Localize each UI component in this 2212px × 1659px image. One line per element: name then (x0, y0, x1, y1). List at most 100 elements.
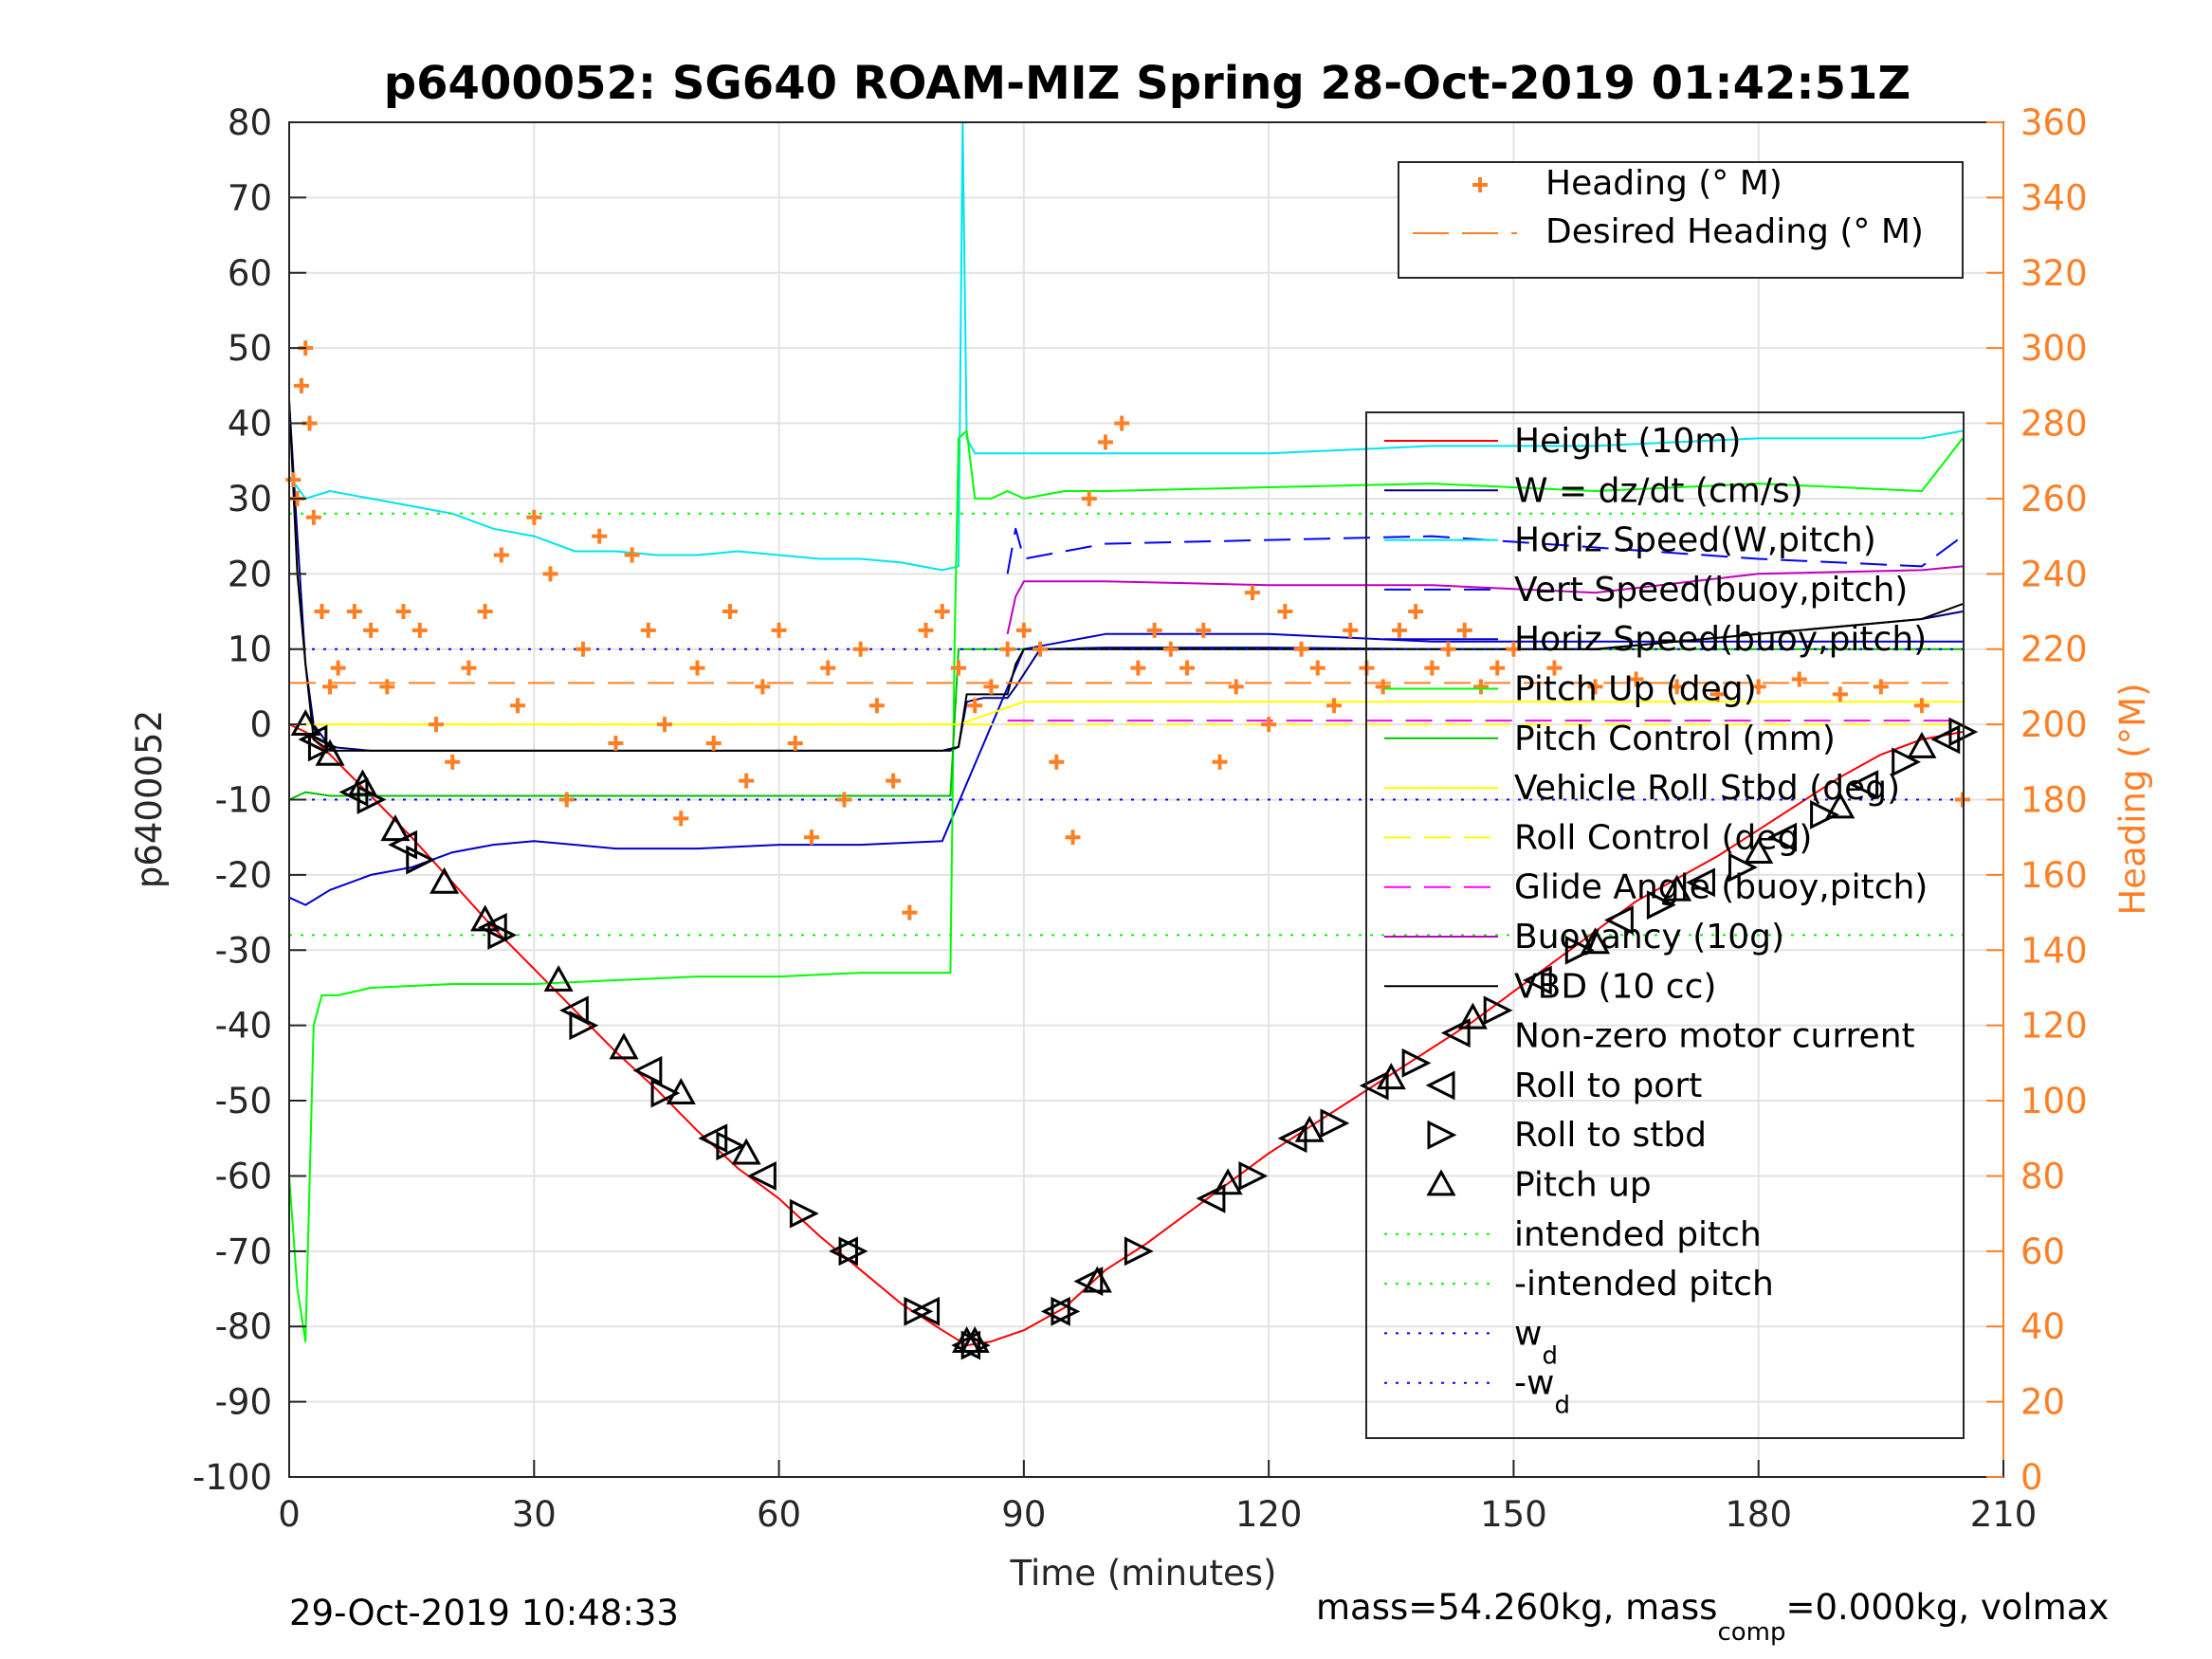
marker-pitch-up (1825, 792, 1856, 819)
x-axis: 0 30 60 90 120 150 180 210 (278, 1460, 2037, 1535)
marker-roll-to-stbd (406, 845, 436, 875)
heading-point (739, 773, 755, 789)
legend-item: W = dz/dt (cm/s) (1384, 471, 1803, 510)
y-tick-label: -90 (215, 1382, 272, 1423)
marker-layer (285, 340, 1979, 1360)
heading-point (1326, 698, 1343, 714)
y-tick-label: -70 (215, 1231, 272, 1272)
legend-top-item: Desired Heading (° M) (1413, 212, 1924, 251)
legend-label: W = dz/dt (cm/s) (1514, 471, 1803, 510)
marker-roll-to-stbd (1051, 1296, 1081, 1326)
legend-item: Non-zero motor current (1514, 1017, 1915, 1056)
marker-pitch-up (666, 1078, 696, 1105)
marker-pitch-up (960, 1326, 990, 1353)
marker-roll-to-stbd (1238, 1161, 1269, 1191)
marker-roll-to-port (1767, 822, 1798, 852)
marker-roll-to-port (1359, 1070, 1389, 1101)
y2-tick-label: 240 (2020, 554, 2088, 594)
y-tick-label: 80 (228, 102, 272, 143)
heading-point (1097, 434, 1113, 450)
marker-roll-to-port (1440, 1018, 1471, 1048)
heading-point (1709, 686, 1726, 702)
heading-point (999, 641, 1015, 657)
heading-point (608, 735, 624, 751)
marker-pitch-up (315, 738, 345, 766)
x-tick-label: 90 (1001, 1494, 1046, 1535)
y2-tick-label: 100 (2020, 1081, 2088, 1121)
y2-tick-label: 200 (2020, 704, 2088, 745)
footer-date: 29-Oct-2019 10:48:33 (289, 1593, 679, 1633)
marker-roll-to-stbd (904, 1296, 934, 1326)
legend-label: Pitch Up (deg) (1514, 670, 1757, 709)
marker-pitch-up (1082, 1266, 1112, 1293)
heading-point (1791, 671, 1807, 687)
y-tick-label: 40 (228, 404, 272, 445)
y-tick-label: -40 (215, 1006, 272, 1047)
marker-pitch-up (1744, 836, 1774, 864)
heading-point (640, 622, 656, 638)
x-tick-label: 150 (1480, 1494, 1547, 1535)
marker-roll-to-port (1196, 1183, 1226, 1213)
heading-point (983, 679, 999, 695)
y2-tick-label: 320 (2020, 253, 2088, 294)
marker-roll-to-stbd (1892, 747, 1922, 777)
marker-roll-to-stbd (1646, 890, 1676, 921)
heading-point (1228, 679, 1244, 695)
heading-point (886, 773, 902, 789)
y-tick-label: 30 (228, 479, 272, 520)
heading-point (1114, 415, 1130, 431)
heading-point (411, 622, 428, 638)
heading-point (379, 679, 395, 695)
marker-roll-to-port (1073, 1267, 1104, 1297)
heading-point (624, 547, 640, 563)
marker-roll-to-stbd (1124, 1236, 1154, 1267)
marker-roll-to-port (1603, 905, 1634, 935)
marker-roll-to-stbd (789, 1198, 819, 1229)
heading-point (330, 660, 346, 676)
legend-label: Glide Angle (buoy,pitch) (1514, 868, 1928, 907)
legend-item: wd (1384, 1314, 1558, 1370)
heading-point (1244, 585, 1260, 601)
heading-point (1424, 660, 1440, 676)
x-tick-label: 210 (1970, 1494, 2038, 1535)
heading-point (1293, 641, 1309, 657)
chart-title: p6400052: SG640 ROAM-MIZ Spring 28-Oct-2… (384, 57, 1910, 110)
marker-pitch-up (430, 866, 460, 894)
y-tick-label: -50 (215, 1081, 272, 1121)
heading-point (1750, 679, 1766, 695)
legend-label: Horiz Speed(W,pitch) (1514, 521, 1876, 560)
heading-point (787, 735, 803, 751)
heading-point (1343, 622, 1359, 638)
legend-item: Horiz Speed(W,pitch) (1384, 521, 1876, 560)
y2-tick-label: 280 (2020, 404, 2088, 445)
heading-point (771, 622, 787, 638)
heading-point (1261, 717, 1277, 733)
marker-pitch-up (1376, 1063, 1406, 1090)
heading-point (1546, 660, 1563, 676)
heading-point (510, 698, 526, 714)
heading-point (657, 717, 673, 733)
legend-label: Horiz Speed(buoy,pitch) (1514, 620, 1927, 659)
heading-point (755, 679, 771, 695)
heading-point (363, 622, 379, 638)
heading-point (1408, 604, 1424, 620)
heading-point (1832, 686, 1848, 702)
heading-point (1954, 792, 1970, 808)
heading-point (1669, 679, 1685, 695)
legend-item: Roll Control (deg) (1384, 818, 1812, 857)
marker-roll-to-stbd (1948, 717, 1979, 747)
x-tick-label: 0 (278, 1494, 301, 1535)
legend-top-label: Heading (° M) (1545, 164, 1782, 203)
legend-label: Roll to stbd (1514, 1116, 1707, 1155)
heading-point (314, 604, 330, 620)
footer-mass: mass=54.260kg, masscomp=0.000kg, volmax (1316, 1587, 2109, 1647)
heading-point (918, 622, 934, 638)
marker-roll-to-port (910, 1296, 941, 1326)
heading-point (461, 660, 477, 676)
heading-point (722, 604, 738, 620)
marker-pitch-up (1907, 731, 1937, 758)
legend-item: Buoyancy (10g) (1384, 918, 1784, 957)
legend-item: Pitch Up (deg) (1384, 670, 1757, 709)
x-tick-label: 60 (757, 1494, 801, 1535)
